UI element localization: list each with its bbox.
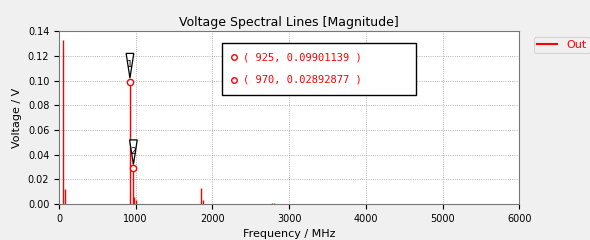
Legend: Out: Out (534, 37, 590, 54)
Text: 2: 2 (130, 146, 136, 156)
Text: ( 970, 0.02892877 ): ( 970, 0.02892877 ) (243, 75, 362, 84)
X-axis label: Frequency / MHz: Frequency / MHz (243, 229, 335, 239)
FancyBboxPatch shape (222, 43, 415, 95)
Text: ( 925, 0.09901139 ): ( 925, 0.09901139 ) (243, 52, 362, 62)
Polygon shape (130, 140, 137, 165)
Text: 1: 1 (127, 60, 133, 69)
Polygon shape (126, 54, 134, 78)
Title: Voltage Spectral Lines [Magnitude]: Voltage Spectral Lines [Magnitude] (179, 16, 399, 29)
Y-axis label: Voltage / V: Voltage / V (12, 87, 22, 148)
